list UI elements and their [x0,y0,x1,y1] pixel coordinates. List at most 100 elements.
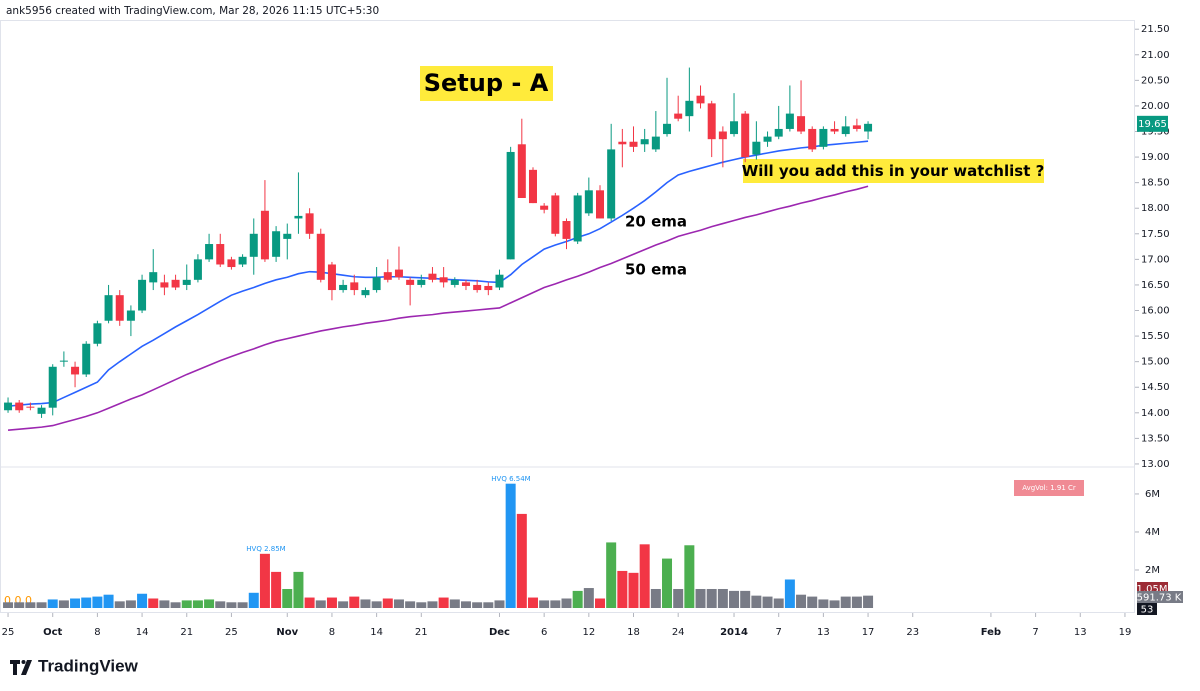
volume-bar [159,600,170,608]
candle-body [540,205,549,210]
readout: 1.05M [1137,584,1168,595]
volume-bar [14,602,25,608]
candle-body [93,323,102,344]
volume-bar [673,588,684,608]
candle-body [316,233,325,280]
candle-body [808,128,817,150]
readout-box [1137,591,1183,603]
y-tick-label: 15.00 [1141,357,1170,368]
candle-body [48,366,57,408]
volume-tick-label: 6M [1145,489,1160,500]
avgvol-box [1014,480,1084,496]
y-tick-label: 16.50 [1141,280,1170,291]
candle-body [450,279,459,285]
volume-bar [796,594,807,608]
y-tick-label: 14.00 [1141,408,1170,419]
candle-body [797,116,806,132]
volume-bar [762,596,773,608]
candle-body [238,256,247,265]
candle-body [160,282,169,288]
ema-label: 20 ema [625,213,687,231]
volume-bar [449,599,460,608]
candle-body [696,95,705,104]
x-tick-label: 13 [817,627,830,638]
candle-body [618,141,627,145]
y-tick-label: 19.00 [1141,152,1170,163]
candle-body [15,402,24,411]
question-label: Will you add this in your watchlist ? [742,162,1045,180]
y-tick-label: 21.50 [1141,24,1170,35]
y-tick-label: 18.50 [1141,178,1170,189]
setup-label: Setup - A [424,69,549,97]
candle-body [785,113,794,129]
candle-body [227,259,236,268]
candle-body [596,190,605,219]
candle-body [126,310,135,321]
ema-line [7,140,869,407]
candle-body [59,360,68,362]
candle-body [484,285,493,291]
volume-bar [282,588,293,608]
avgvol-label: AvgVol: 1.91 Cr [1022,484,1076,492]
volume-bar [204,599,215,608]
x-tick-label: Nov [276,627,298,638]
x-tick-label: 18 [627,627,640,638]
x-tick-label: 7 [1032,627,1038,638]
volume-bar [729,590,740,608]
x-tick-label: 7 [776,627,782,638]
x-tick-label: 8 [94,627,100,638]
x-tick-label: 25 [2,627,15,638]
volume-bar [628,572,639,608]
volume-bar [416,602,427,608]
candle-body [350,282,359,291]
volume-bar [662,558,673,608]
candle-body [4,402,13,411]
volume-bar [81,597,92,608]
plot-area: 13.00 13.50 14.00 14.50 15.00 15.50 16.00 16.50… [2,24,1170,638]
volume-bar [851,596,862,608]
volume-bar [181,600,192,608]
volume-bar [215,601,226,608]
volume-bar [505,483,516,608]
x-tick-label: Oct [43,627,62,638]
volume-bar [58,600,69,608]
volume-bar [326,597,337,608]
volume-bar [606,542,617,608]
candle-body [216,244,225,265]
volume-bar [125,600,136,608]
candle-body [82,343,91,375]
candle-body [730,121,739,135]
candle-body [283,233,292,239]
volume-bar [863,595,874,608]
candle-body [629,141,638,147]
logo [10,660,32,675]
volume-bar [550,600,561,608]
x-tick-label: 21 [180,627,193,638]
candle-body [473,284,482,291]
candle-body [394,269,403,278]
candle-body [104,295,113,321]
pane-border [0,20,1135,613]
last-price-label: 19.65 [1138,119,1167,130]
candle-body [417,279,426,285]
volume-bar [483,602,494,608]
volume-bar [427,601,438,608]
candle-body [406,279,415,285]
x-tick-label: 6 [541,627,547,638]
candle-body [495,274,504,288]
volume-bar [25,602,36,608]
candle-body [272,231,281,257]
candle-body [852,125,861,129]
y-tick-label: 13.00 [1141,459,1170,470]
volume-bar [829,600,840,608]
volume-bar [114,601,125,608]
volume-bar [639,544,650,608]
volume-bar [382,598,393,608]
x-tick-label: 24 [672,627,685,638]
volume-bar [304,597,315,608]
candle-body [372,277,381,291]
volume-bar [527,597,538,608]
y-tick-label: 17.00 [1141,254,1170,265]
x-tick-label: 19 [1119,627,1132,638]
volume-bar [371,601,382,608]
